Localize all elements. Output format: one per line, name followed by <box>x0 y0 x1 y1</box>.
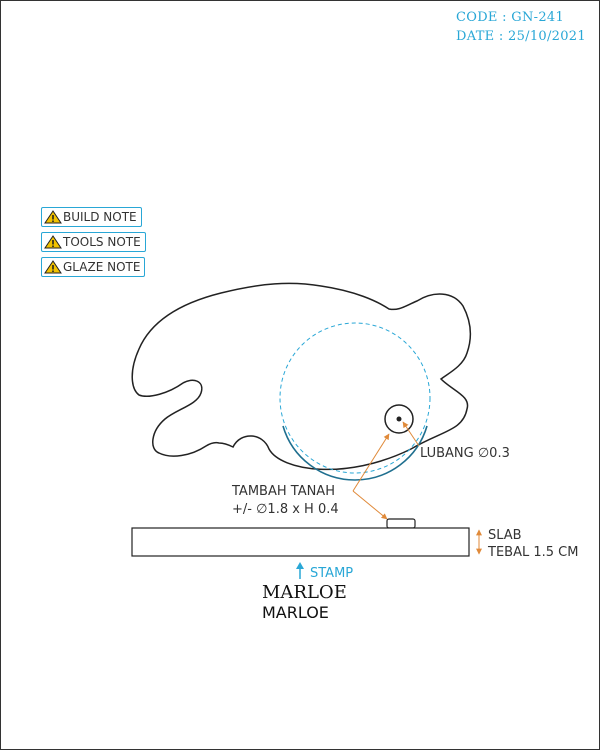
warning-icon <box>44 210 62 224</box>
logo-mark: MARLOE <box>262 582 347 603</box>
slab-label-2: TEBAL 1.5 CM <box>487 545 578 560</box>
build-note-button[interactable]: BUILD NOTE <box>41 207 142 227</box>
head-circle <box>279 322 431 474</box>
slab <box>131 527 470 557</box>
arrow-up-icon <box>296 562 304 579</box>
slab-label-1: SLAB <box>488 528 522 543</box>
head-lower-arc <box>282 425 428 481</box>
warning-icon <box>44 235 62 249</box>
add-clay-leader-bottom <box>352 490 388 520</box>
add-clay-label-1: TAMBAH TANAH <box>231 484 335 499</box>
logo-wordmark: MARLOE <box>262 603 329 622</box>
add-clay-label-2: +/- ∅1.8 x H 0.4 <box>232 502 339 517</box>
add-clay-leader-top <box>352 433 390 492</box>
hole-leader <box>402 421 420 447</box>
glaze-note-label: GLAZE NOTE <box>63 260 141 274</box>
glaze-note-button[interactable]: GLAZE NOTE <box>41 257 146 277</box>
warning-icon <box>44 260 62 274</box>
tools-note-label: TOOLS NOTE <box>63 235 141 249</box>
date-label: DATE : 25/10/2021 <box>456 29 586 44</box>
build-note-label: BUILD NOTE <box>63 210 137 224</box>
stamp-label: STAMP <box>310 566 353 581</box>
tools-note-button[interactable]: TOOLS NOTE <box>41 232 146 252</box>
code-label: CODE : GN-241 <box>456 10 565 25</box>
added-clay-block <box>386 518 416 529</box>
hole-label: LUBANG ∅0.3 <box>420 446 510 461</box>
hole-dot <box>396 416 402 422</box>
